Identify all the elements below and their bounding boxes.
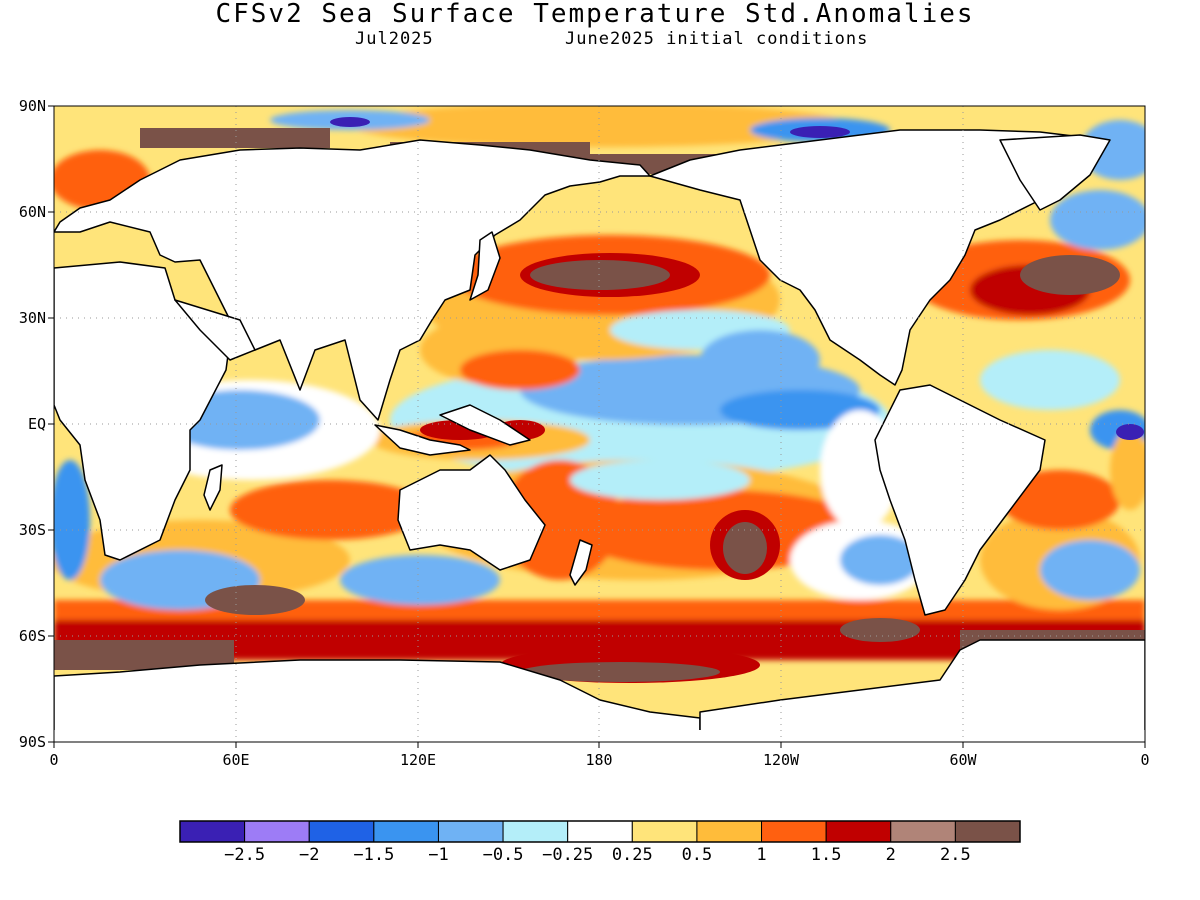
colorbar-label-0: −2.5 <box>224 845 266 865</box>
colorbar-swatch-3 <box>373 820 439 843</box>
lon-label-0-end: 0 <box>1140 751 1150 769</box>
init-conditions-label: June2025 initial conditions <box>565 29 869 49</box>
grid-lines <box>54 106 1145 742</box>
chart-title: CFSv2 Sea Surface Temperature Std.Anomal… <box>215 0 975 29</box>
colorbar-swatch-6 <box>567 820 633 843</box>
colorbar-swatch-8 <box>696 820 763 843</box>
colorbar-label-11: 2.5 <box>940 845 971 865</box>
colorbar-swatch-4 <box>437 820 504 843</box>
colorbar-swatch-7 <box>631 820 698 843</box>
lon-label-180: 180 <box>585 751 613 769</box>
lon-label-0: 0 <box>49 751 59 769</box>
lat-label-eq: EQ <box>27 415 46 433</box>
lon-label-120w: 120W <box>762 751 800 769</box>
sst-field <box>54 106 1145 742</box>
lat-label-90s: 90S <box>18 733 46 751</box>
land-masses <box>54 129 1145 742</box>
colorbar <box>179 820 1021 843</box>
colorbar-swatch-11 <box>890 820 956 843</box>
lat-label-90n: 90N <box>18 97 46 115</box>
lat-label-60s: 60S <box>18 627 46 645</box>
colorbar-label-5: −0.25 <box>542 845 594 865</box>
colorbar-swatch-12 <box>954 820 1021 843</box>
axis-ticks <box>48 105 1146 748</box>
colorbar-swatch-0 <box>179 820 246 843</box>
colorbar-label-2: −1.5 <box>353 845 395 865</box>
colorbar-label-7: 0.5 <box>681 845 713 865</box>
colorbar-label-3: −1 <box>428 845 449 865</box>
colorbar-label-9: 1.5 <box>810 845 842 865</box>
lon-label-60w: 60W <box>949 751 977 769</box>
colorbar-swatch-5 <box>502 820 569 843</box>
lat-label-30n: 30N <box>18 309 46 327</box>
colorbar-label-1: −2 <box>298 845 320 865</box>
colorbar-label-8: 1 <box>756 845 767 865</box>
colorbar-label-10: 2 <box>885 845 896 865</box>
colorbar-swatch-1 <box>244 820 310 843</box>
colorbar-label-4: −0.5 <box>482 845 524 865</box>
lon-label-60e: 60E <box>222 751 250 769</box>
colorbar-label-6: 0.25 <box>611 845 653 865</box>
valid-month-label: Jul2025 <box>355 29 434 49</box>
lon-label-120e: 120E <box>399 751 437 769</box>
colorbar-swatch-2 <box>308 820 375 843</box>
lat-label-60n: 60N <box>18 203 46 221</box>
lat-label-30s: 30S <box>18 521 46 539</box>
colorbar-swatch-9 <box>761 820 827 843</box>
colorbar-swatch-10 <box>825 820 892 843</box>
